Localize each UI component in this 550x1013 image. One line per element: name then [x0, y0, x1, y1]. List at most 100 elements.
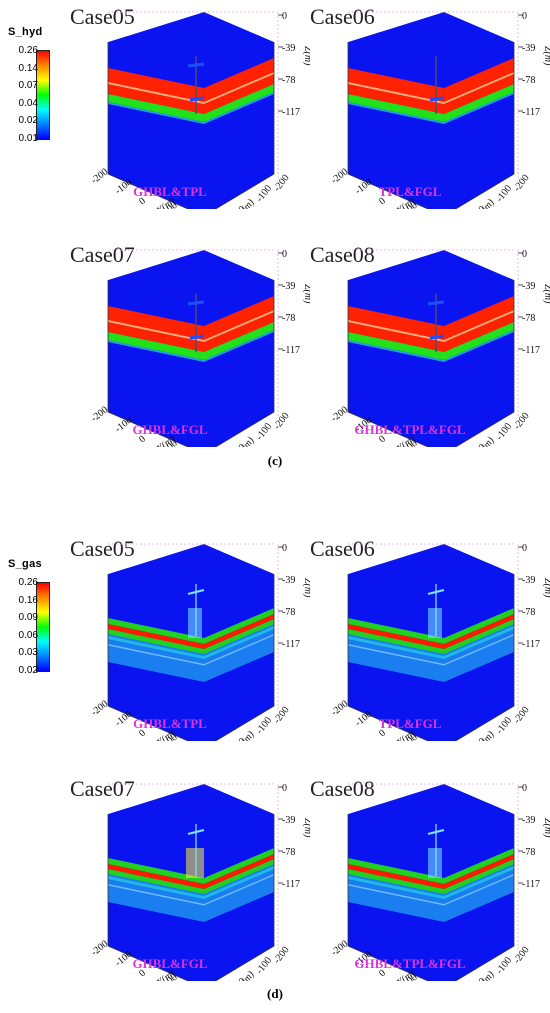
hydrate-green-layer [108, 322, 274, 360]
hydrate-cyan-edge [348, 92, 514, 124]
panel-c-case07: Case070-39-78-117Z(m)-200-1000100200Y(m)… [70, 242, 310, 457]
legend-tick: 0.02 [18, 665, 38, 676]
panel-c-case05: Case050-39-78-117Z(m)-200-1000100200Y(m)… [70, 4, 310, 219]
block-outline [347, 42, 515, 209]
legend-d: S_gas 0.26 0.16 0.09 0.06 0.03 0.02 [0, 558, 60, 688]
block-diagram: 0-39-78-117Z(m)-200-1000100200Y(m)200100… [329, 543, 550, 741]
legend-title: S_hyd [8, 26, 43, 38]
gas-plume [188, 608, 202, 638]
x-tick-label: -200 [272, 173, 292, 194]
z-tick-label: 0 [522, 543, 527, 554]
case-title: Case08 [310, 776, 375, 801]
hydrate-orange-line [108, 310, 274, 342]
scheme-label: TPL&FGL [378, 716, 442, 731]
y-tick-label: 100 [401, 200, 420, 209]
gas-flow-indicator [189, 334, 205, 340]
legend-tick: 0.26 [18, 45, 38, 56]
block-outline [347, 814, 515, 981]
block-diagram: 0-39-78-117Z(m)-200-1000100200Y(m)200100… [329, 783, 550, 981]
y-tick-label: 100 [401, 972, 420, 981]
x-tick-label: 100 [219, 445, 237, 447]
gas-green-lower [348, 859, 514, 894]
z-axis-label: Z(m) [542, 46, 550, 66]
scheme-label: TPL&FGL [378, 184, 442, 199]
legend-title: S_gas [8, 558, 42, 570]
gas-cyan-spread [108, 862, 274, 922]
gas-plume [186, 848, 204, 878]
subfigure-label-c: (c) [267, 453, 283, 468]
x-tick-label: 0 [237, 442, 249, 447]
x-tick-label: -200 [512, 945, 532, 966]
z-tick-label: -117 [522, 879, 540, 890]
block-outline [107, 574, 275, 741]
x-tick-label: -200 [512, 705, 532, 726]
block-diagram: 0-39-78-117Z(m)-200-1000100200Y(m)200100… [89, 783, 310, 981]
x-tick-label: 0 [237, 736, 249, 741]
case-title: Case08 [310, 242, 375, 267]
panel-c-case08: Case080-39-78-117Z(m)-200-1000100200Y(m)… [310, 242, 550, 457]
hydrate-red-layer [348, 58, 514, 114]
panel-d-case08: Case080-39-78-117Z(m)-200-1000100200Y(m)… [310, 776, 550, 991]
scheme-label: GHBL&TPL [133, 716, 207, 731]
z-tick-label: 0 [522, 249, 527, 260]
z-tick-label: -78 [282, 75, 295, 86]
x-tick-label: -200 [512, 173, 532, 194]
z-tick-label: -39 [522, 575, 535, 586]
panel-d-case05: Case050-39-78-117Z(m)-200-1000100200Y(m)… [70, 536, 310, 751]
y-tick-label: 100 [401, 438, 420, 447]
x-tick-label: -200 [272, 705, 292, 726]
gas-flow-indicator [427, 589, 445, 595]
y-tick-label: 100 [401, 732, 420, 741]
gas-cyan-band [108, 626, 274, 659]
case-title: Case07 [70, 242, 135, 267]
gas-green-lower [348, 619, 514, 654]
z-tick-label: 0 [282, 11, 287, 22]
z-tick-label: -117 [282, 107, 300, 118]
gas-cyan-band [348, 866, 514, 899]
z-tick-label: -117 [282, 639, 300, 650]
x-tick-label: -200 [512, 411, 532, 432]
gas-plume [428, 608, 442, 638]
z-axis-label: Z(m) [302, 818, 310, 838]
x-tick-label: 100 [219, 207, 237, 209]
subfigure-label-d: (d) [267, 986, 283, 1001]
scheme-label: GHBL&TPL&FGL [354, 422, 466, 437]
panel-c-case06: Case060-39-78-117Z(m)-200-1000100200Y(m)… [310, 4, 550, 219]
hydrate-cyan-edge [108, 330, 274, 362]
x-tick-label: 100 [219, 739, 237, 741]
case-title: Case06 [310, 4, 375, 29]
x-tick-label: 100 [219, 979, 237, 981]
z-tick-label: -39 [282, 815, 295, 826]
hydrate-orange-line [348, 310, 514, 342]
x-tick-label: 100 [459, 739, 477, 741]
scheme-label: GHBL&TPL [133, 184, 207, 199]
block-outline [347, 280, 515, 447]
gas-flow-indicator [187, 829, 205, 835]
legend-tick: 0.14 [18, 62, 38, 74]
z-tick-label: -39 [522, 281, 535, 292]
block-outline [347, 574, 515, 741]
z-tick-label: -78 [522, 607, 535, 618]
z-tick-label: -117 [522, 107, 540, 118]
y-tick-label: 0 [137, 434, 148, 446]
legend-tick: 0.04 [18, 97, 38, 109]
x-tick-label: -200 [272, 945, 292, 966]
gas-red-core [348, 614, 514, 649]
z-axis-label: Z(m) [302, 578, 310, 598]
z-tick-label: -117 [522, 639, 540, 650]
z-tick-label: -78 [522, 313, 535, 324]
block-diagram: 0-39-78-117Z(m)-200-1000100200Y(m)200100… [329, 11, 550, 209]
x-tick-label: 100 [459, 979, 477, 981]
block-diagram: 0-39-78-117Z(m)-200-1000100200Y(m)200100… [329, 249, 550, 447]
case-title: Case05 [70, 536, 135, 561]
hydrate-green-layer [108, 84, 274, 122]
gas-flow-indicator [187, 589, 205, 595]
z-axis-label: Z(m) [542, 818, 550, 838]
gas-flow-indicator [429, 334, 445, 340]
scheme-label: GHBL&FGL [132, 956, 208, 971]
z-tick-label: -117 [282, 345, 300, 356]
legend-c: S_hyd 0.26 0.14 0.07 0.04 0.02 0.01 [0, 26, 60, 156]
z-tick-label: 0 [522, 11, 527, 22]
gas-cyan-band [108, 866, 274, 899]
hydrate-cyan-edge [108, 92, 274, 124]
